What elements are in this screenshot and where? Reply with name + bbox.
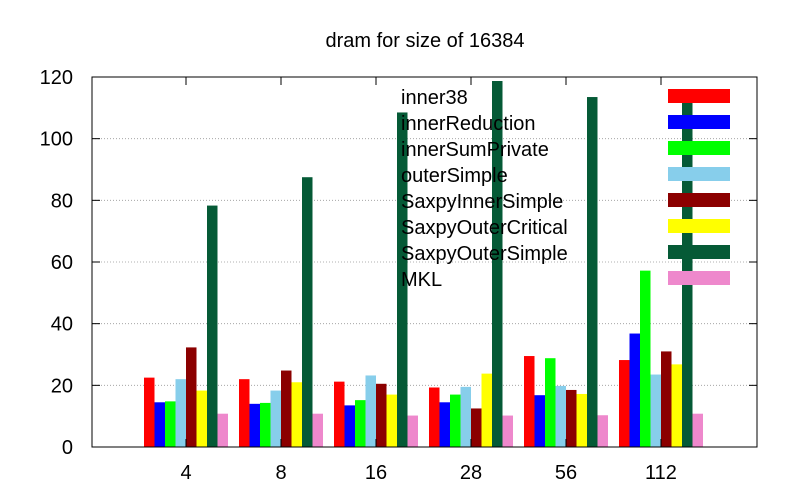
legend: inner38 innerReduction innerSumPrivate oute… [401,87,730,291]
legend-swatch-innerSumPrivate [668,141,730,155]
bar-MKL-28 [502,415,513,447]
bar-inner38-4 [144,377,155,447]
x-tick-label: 8 [275,462,286,484]
bar-SaxpyInnerSimple-16 [376,383,387,447]
legend-label: outerSimple [401,165,508,187]
y-tick-label: 100 [40,129,73,151]
bar-innerReduction-16 [344,405,355,447]
bar-MKL-16 [407,415,418,447]
bar-outerSimple-16 [365,375,376,447]
bar-SaxpyInnerSimple-4 [186,347,197,447]
bar-SaxpyOuterCritical-28 [481,373,492,447]
bar-MKL-112 [692,413,703,447]
bar-SaxpyOuterCritical-4 [196,390,207,447]
y-tick-label: 80 [51,190,73,212]
bar-SaxpyOuterSimple-28 [492,81,503,447]
legend-swatch-SaxpyOuterCritical [668,219,730,233]
legend-label: SaxpyInnerSimple [401,191,563,213]
legend-label: innerSumPrivate [401,139,549,161]
bar-SaxpyOuterSimple-4 [207,205,218,447]
x-tick-label: 4 [180,462,191,484]
legend-label: SaxpyOuterSimple [401,243,568,265]
bar-innerSumPrivate-56 [545,358,556,447]
bar-outerSimple-28 [460,386,471,447]
legend-label: innerReduction [401,113,536,135]
x-tick-label: 16 [365,462,387,484]
bar-innerSumPrivate-28 [450,394,461,447]
legend-swatch-SaxpyOuterSimple [668,245,730,259]
bar-SaxpyOuterCritical-8 [291,382,302,447]
bar-innerReduction-28 [439,402,450,447]
y-tick-label: 120 [40,67,73,89]
y-tick-label: 0 [62,437,73,459]
bar-SaxpyOuterCritical-112 [671,364,682,447]
bar-SaxpyOuterCritical-16 [386,394,397,447]
bar-SaxpyOuterSimple-16 [397,112,408,447]
legend-swatch-MKL [668,271,730,285]
bar-SaxpyInnerSimple-56 [566,389,577,447]
bar-innerReduction-112 [629,333,640,447]
bar-innerSumPrivate-112 [640,270,651,447]
bar-SaxpyInnerSimple-8 [281,370,292,447]
bar-innerSumPrivate-8 [260,402,271,447]
bar-SaxpyOuterCritical-56 [576,393,587,447]
legend-swatch-outerSimple [668,167,730,181]
bar-outerSimple-8 [270,390,281,447]
bar-outerSimple-4 [175,379,186,447]
legend-label: MKL [401,269,442,291]
bar-inner38-16 [334,381,345,447]
bar-SaxpyOuterSimple-8 [302,177,313,448]
bar-MKL-56 [597,415,608,447]
bar-inner38-28 [429,387,440,447]
y-tick-label: 20 [51,375,73,397]
x-tick-label: 28 [460,462,482,484]
y-tick-label: 60 [51,252,73,274]
bar-innerReduction-8 [249,403,260,447]
chart-title: dram for size of 16384 [326,30,525,52]
bar-MKL-4 [217,413,228,447]
bar-inner38-8 [239,379,250,447]
legend-swatch-inner38 [668,89,730,103]
legend-label: inner38 [401,87,468,109]
bar-MKL-8 [312,413,323,447]
bar-SaxpyInnerSimple-112 [661,351,672,447]
bar-innerSumPrivate-4 [165,401,176,447]
x-axis: 4 8 16 28 56 112 [180,77,677,484]
bar-outerSimple-56 [555,385,566,447]
x-tick-label: 56 [555,462,577,484]
bar-inner38-56 [524,356,535,447]
y-axis: 0 20 40 60 80 100 120 [40,67,757,459]
bar-innerReduction-56 [534,395,545,447]
bar-innerSumPrivate-16 [355,400,366,447]
y-tick-label: 40 [51,314,73,336]
bar-SaxpyOuterSimple-56 [587,97,598,448]
bar-inner38-112 [619,360,630,447]
bar-innerReduction-4 [154,402,165,447]
legend-swatch-SaxpyInnerSimple [668,193,730,207]
x-tick-label: 112 [645,462,677,484]
legend-label: SaxpyOuterCritical [401,217,568,239]
legend-swatch-innerReduction [668,115,730,129]
bar-SaxpyInnerSimple-28 [471,408,482,447]
bar-outerSimple-112 [650,374,661,447]
